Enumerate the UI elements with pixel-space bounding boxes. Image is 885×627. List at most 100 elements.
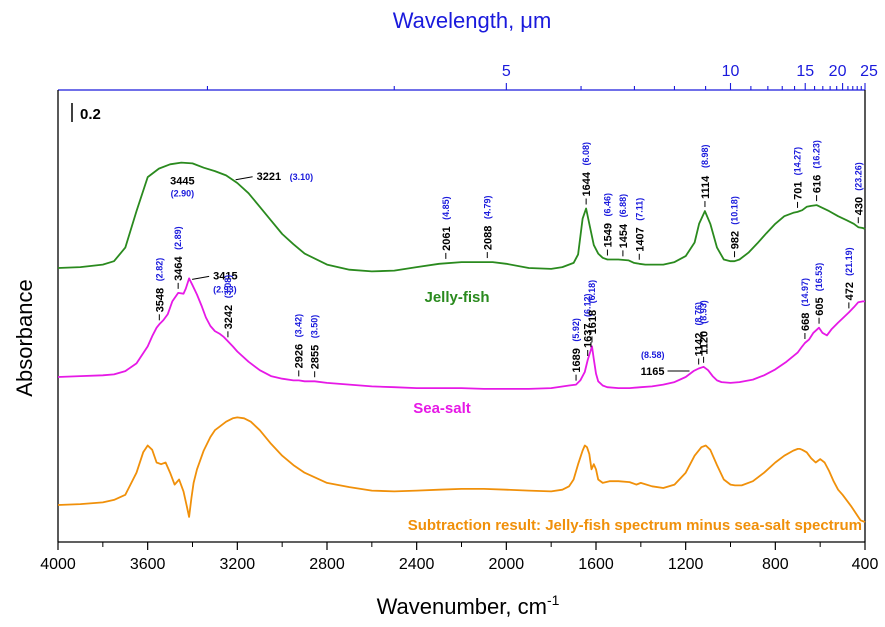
peak-wavelength: (4.79) [482, 196, 492, 220]
peak-wavenumber: 3548 [154, 288, 166, 312]
peak-wavelength: (6.18) [587, 280, 597, 304]
peak-label-3548: 3548 (2.82) [154, 258, 166, 321]
peak-wavenumber: 1644 [581, 171, 593, 196]
peak-label-1454: 1454 (6.88) [618, 194, 630, 257]
x-tick-label: 400 [852, 556, 879, 573]
peak-wavelength: (2.93) [213, 284, 237, 294]
bottom-wavenumber-axis: 4000 3600 3200 2800 2400 2000 1600 1200 800 400 [40, 542, 878, 573]
peak-wavenumber: 2926 [294, 344, 306, 368]
x-tick-label: 1600 [578, 556, 614, 573]
peak-wavenumber: 668 [800, 313, 812, 331]
peak-label-1644: 1644 (6.08) [581, 142, 593, 205]
peak-wavelength: (16.53) [814, 263, 824, 292]
top-tick-label: 10 [722, 63, 740, 80]
peak-wavenumber: 3221 [257, 171, 281, 183]
series-line-subtraction-result [57, 416, 866, 523]
peak-label-3242: 3242 (3.08) [223, 275, 235, 338]
peak-wavenumber: 605 [814, 297, 826, 315]
peak-wavelength: (14.97) [800, 278, 810, 307]
peak-wavelength: (3.10) [290, 172, 314, 182]
peak-wavenumber: 982 [730, 231, 742, 249]
top-tick-label: 15 [796, 63, 814, 80]
series-label: Jelly-fish [424, 289, 489, 306]
scale-bar-label: 0.2 [80, 106, 101, 123]
series-layer: Jelly-fish Sea-salt Subtraction result: Je… [57, 161, 866, 534]
top-wavelength-axis: 5 10 15 20 25 [206, 63, 878, 90]
x-tick-label: 1200 [668, 556, 704, 573]
top-tick-label: 25 [860, 63, 878, 80]
peak-label-2855: 2855 (3.50) [310, 315, 322, 378]
peak-label-3221: 3221 (3.10) [235, 171, 314, 183]
peak-wavelength: (8.93) [699, 300, 709, 324]
peak-wavenumber: 1407 [634, 227, 646, 251]
peak-wavelength: (2.90) [171, 189, 195, 199]
peak-wavenumber: 1142 [694, 333, 706, 357]
series-label: Subtraction result: Jelly-fish spectrum … [408, 517, 862, 534]
peak-label-430: 430 (23.26) [853, 162, 865, 224]
peak-wavelength: (5.92) [571, 318, 581, 342]
peak-wavenumber: 3445 [170, 176, 194, 188]
plot-frame [57, 89, 866, 543]
peak-wavelength: (6.08) [581, 142, 591, 166]
peak-label-701: 701 (14.27) [793, 147, 805, 208]
peak-label-1142: 1142 (8.76) [694, 302, 706, 365]
series-line-sea-salt [57, 277, 865, 390]
x2-axis-title: Wavelength, μm [393, 8, 552, 33]
x-tick-label: 2000 [489, 556, 525, 573]
peak-wavenumber: 1618 [587, 310, 599, 334]
peak-wavenumber: 430 [853, 197, 865, 215]
peak-label-3445: 3445(2.90) [170, 176, 194, 199]
top-tick-label: 5 [502, 63, 511, 80]
x-tick-label: 3600 [130, 556, 166, 573]
series-line-jelly-fish [57, 161, 866, 273]
peak-wavenumber: 701 [793, 182, 805, 200]
peak-wavelength: (6.46) [602, 193, 612, 217]
peak-wavelength: (14.27) [793, 147, 803, 176]
series-label: Sea-salt [413, 400, 471, 417]
peak-leader [192, 275, 210, 280]
peak-wavelength: (23.26) [853, 162, 863, 191]
peak-wavenumber: 2061 [441, 226, 453, 250]
peak-wavenumber: 616 [812, 175, 824, 193]
peak-wavenumber: 1120 [699, 331, 711, 355]
peak-label-2088: 2088 (4.79) [482, 196, 494, 259]
x-tick-label: 4000 [40, 556, 76, 573]
y-axis-title: Absorbance [12, 279, 37, 396]
x-tick-label: 3200 [220, 556, 256, 573]
peak-wavenumber: 2855 [310, 345, 322, 369]
x-tick-label: 2400 [399, 556, 435, 573]
peak-wavenumber: 1165 [641, 366, 665, 378]
peak-wavelength: (8.98) [700, 145, 710, 169]
peak-wavenumber: 3415 [213, 270, 237, 282]
peak-labels-layer: 3445(2.90) 3221 (3.10) 2061 (4.85) 2088 (4.79)… [154, 140, 865, 381]
x-axis-title-text: Wavenumber, cm [377, 594, 547, 619]
peak-label-1114: 1114 (8.98) [700, 145, 712, 208]
peak-leader [235, 176, 253, 181]
peak-label-3415: 3415 (2.93) [192, 270, 238, 294]
peak-label-2926: 2926 (3.42) [294, 314, 306, 377]
peak-wavelength: (4.85) [441, 196, 451, 220]
peak-wavelength: (3.50) [310, 315, 320, 339]
peak-label-472: 472 (21.19) [844, 247, 856, 309]
peak-wavelength: (10.18) [730, 196, 740, 225]
peak-wavenumber: 3464 [173, 255, 185, 280]
peak-label-1120: 1120 (8.93) [699, 300, 711, 363]
peak-label-2061: 2061 (4.85) [441, 196, 453, 259]
peak-wavenumber: 472 [844, 282, 856, 300]
x-tick-label: 2800 [309, 556, 345, 573]
peak-label-1549: 1549 (6.46) [602, 193, 614, 256]
peak-wavelength: (6.12) [583, 293, 593, 317]
peak-label-982: 982 (10.18) [730, 196, 742, 258]
peak-label-3464: 3464 (2.89) [173, 226, 185, 289]
peak-wavelength: (3.08) [223, 275, 233, 299]
peak-wavelength: (2.89) [173, 226, 183, 250]
x-axis-title: Wavenumber, cm-1 [377, 592, 560, 619]
x-axis-title-superscript: -1 [547, 592, 560, 608]
peak-label-1165: 1165 (8.58) [641, 350, 690, 378]
peak-wavelength: (16.23) [812, 140, 822, 169]
peak-wavelength: (2.82) [154, 258, 164, 282]
peak-wavelength: (21.19) [844, 247, 854, 276]
peak-label-1407: 1407 (7.11) [634, 198, 646, 260]
peak-label-668: 668 (14.97) [800, 278, 812, 339]
peak-wavelength: (7.11) [634, 198, 644, 221]
